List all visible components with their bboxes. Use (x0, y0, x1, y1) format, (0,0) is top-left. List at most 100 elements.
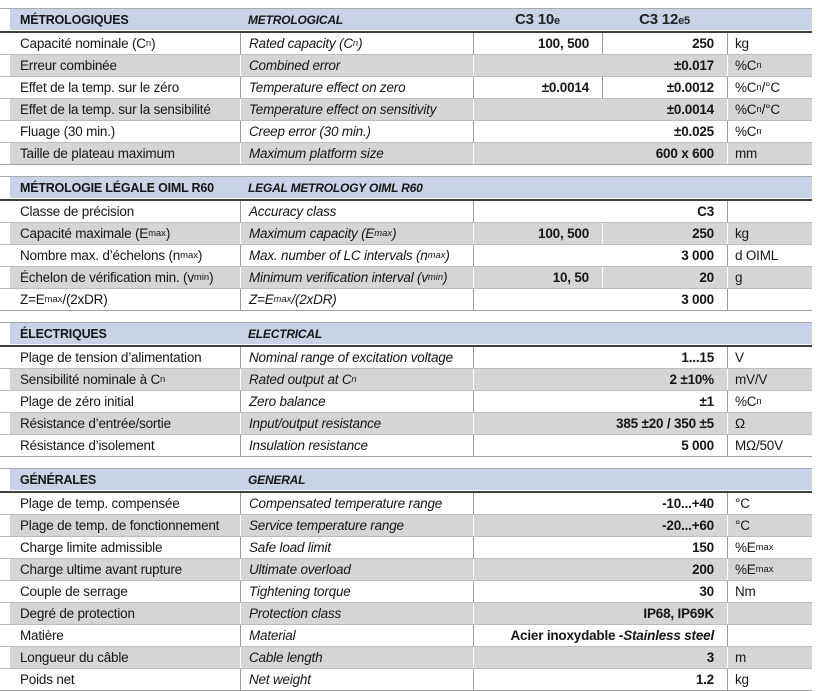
spec-label-en: Insulation resistance (240, 435, 473, 456)
spec-value-model1: 10, 50 (473, 267, 602, 288)
spec-label-fr: Charge ultime avant rupture (20, 562, 182, 577)
spec-unit (727, 289, 812, 310)
spec-label-en: Net weight (240, 669, 473, 690)
spec-label-en: Temperature effect on sensitivity (240, 99, 473, 120)
spec-label-fr: Plage de zéro initial (20, 394, 134, 409)
spec-row: Capacité maximale (E max) Maximum capacity… (0, 223, 812, 245)
spec-value-model1: 100, 500 (473, 223, 602, 244)
spec-label-en: Maximum capacity (E max) (240, 223, 473, 244)
spec-label-en: Material (240, 625, 473, 646)
spec-label-fr: Matière (20, 628, 64, 643)
spec-unit: %E max (727, 559, 812, 580)
spec-row-cells: Charge limite admissible Safe load limit 1… (10, 537, 812, 558)
spec-row-cells: Classe de précision Accuracy class C3 (10, 201, 812, 222)
spec-label-en: Accuracy class (240, 201, 473, 222)
section-title-fr: MÉTROLOGIQUES (20, 12, 129, 27)
spec-value: C3 (473, 201, 727, 222)
spec-row-cells: Résistance d’entrée/sortie Input/output r… (10, 413, 812, 434)
spec-label-en: Input/output resistance (240, 413, 473, 434)
spec-value: 600 x 600 (473, 143, 727, 164)
model-name-suffix: e (554, 15, 560, 27)
spec-row: Matière Material Acier inoxydable - Stainl… (0, 625, 812, 647)
spec-row: Effet de la temp. sur la sensibilité Temp… (0, 99, 812, 121)
section-title-fr: GÉNÉRALES (20, 472, 96, 487)
section-header: ÉLECTRIQUES ELECTRICAL (0, 322, 812, 347)
section-title-en: LEGAL METROLOGY OIML R60 (248, 180, 423, 195)
spec-unit: kg (727, 33, 812, 54)
spec-unit: °C (727, 493, 812, 514)
spec-value: 2 ±10% (473, 369, 727, 390)
section-header: MÉTROLOGIE LÉGALE OIML R60 LEGAL METROLO… (0, 176, 812, 201)
spec-row: Degré de protection Protection class IP68,… (0, 603, 812, 625)
spec-row-cells: Effet de la temp. sur la sensibilité Temp… (10, 99, 812, 120)
spec-row: Charge limite admissible Safe load limit 1… (0, 537, 812, 559)
spec-label-fr: Échelon de vérification min. (v min) (20, 270, 214, 285)
spec-label-fr: Capacité nominale (C n) (20, 36, 156, 51)
section-rows: Classe de précision Accuracy class C3 Capac… (0, 201, 812, 311)
spec-row-cells: Matière Material Acier inoxydable - Stainl… (10, 625, 812, 646)
spec-label-en: Maximum platform size (240, 143, 473, 164)
section-header-bar: MÉTROLOGIQUES METROLOGICAL C3 10e C3 12e… (10, 9, 812, 30)
spec-label-fr: Effet de la temp. sur la sensibilité (20, 102, 211, 117)
spec-label-fr: Plage de temp. compensée (20, 496, 180, 511)
section-header-bar: ÉLECTRIQUES ELECTRICAL (10, 323, 812, 344)
spec-row-cells: Plage de tension d’alimentation Nominal r… (10, 347, 812, 368)
spec-label-fr: Plage de temp. de fonctionnement (20, 518, 220, 533)
spec-row: Échelon de vérification min. (v min) Minim… (0, 267, 812, 289)
spec-row-cells: Longueur du câble Cable length 3 m (10, 647, 812, 668)
spec-value: 5 000 (473, 435, 727, 456)
spec-label-en: Safe load limit (240, 537, 473, 558)
spec-value: 150 (473, 537, 727, 558)
spec-row: Couple de serrage Tightening torque 30 Nm (0, 581, 812, 603)
spec-row: Classe de précision Accuracy class C3 (0, 201, 812, 223)
spec-label-fr: Résistance d’isolement (20, 438, 155, 453)
spec-unit: V (727, 347, 812, 368)
spec-row-cells: Plage de temp. compensée Compensated temp… (10, 493, 812, 514)
spec-unit: kg (727, 669, 812, 690)
spec-label-fr: Erreur combinée (20, 58, 117, 73)
spec-unit: %C n/°C (727, 77, 812, 98)
model-name: C3 10 (515, 11, 555, 28)
spec-value: ±0.017 (473, 55, 727, 76)
spec-label-en: Nominal range of excitation voltage (240, 347, 473, 368)
section-title-fr: MÉTROLOGIE LÉGALE OIML R60 (20, 180, 214, 195)
spec-label-en: Creep error (30 min.) (240, 121, 473, 142)
spec-row-cells: Z=E max/(2xDR) Z=E max/(2xDR) 3 000 (10, 289, 812, 310)
spec-row-cells: Couple de serrage Tightening torque 30 Nm (10, 581, 812, 602)
spec-value: 3 000 (473, 245, 727, 266)
section-title-fr: ÉLECTRIQUES (20, 326, 107, 341)
spec-label-en: Zero balance (240, 391, 473, 412)
spec-row: Poids net Net weight 1.2 kg (0, 669, 812, 691)
spec-unit: %C n/°C (727, 99, 812, 120)
spec-row: Erreur combinée Combined error ±0.017 %C n (0, 55, 812, 77)
spec-value: ±0.0014 (473, 99, 727, 120)
spec-row-cells: Charge ultime avant rupture Ultimate over… (10, 559, 812, 580)
spec-row: Plage de zéro initial Zero balance ±1 %C n (0, 391, 812, 413)
spec-value: -20...+60 (473, 515, 727, 536)
spec-value-model2: 250 (602, 33, 727, 54)
model-column-header-1: C3 10e (473, 11, 602, 28)
spec-label-en: Minimum verification interval (v min) (240, 267, 473, 288)
spec-row: Fluage (30 min.) Creep error (30 min.) ±0.… (0, 121, 812, 143)
spec-row: Nombre max. d’échelons (n max) Max. number… (0, 245, 812, 267)
spec-unit: %C n (727, 391, 812, 412)
spec-unit: mV/V (727, 369, 812, 390)
spec-row-cells: Plage de zéro initial Zero balance ±1 %C n (10, 391, 812, 412)
spec-row-cells: Résistance d’isolement Insulation resista… (10, 435, 812, 456)
spec-row-cells: Capacité nominale (C n) Rated capacity (C n… (10, 33, 812, 54)
spec-row: Taille de plateau maximum Maximum platfor… (0, 143, 812, 165)
spec-value: ±1 (473, 391, 727, 412)
spec-row: Effet de la temp. sur le zéro Temperature… (0, 77, 812, 99)
spec-label-fr: Résistance d’entrée/sortie (20, 416, 171, 431)
spec-label-fr: Taille de plateau maximum (20, 146, 175, 161)
spec-row: Z=E max/(2xDR) Z=E max/(2xDR) 3 000 (0, 289, 812, 311)
spec-value: 3 000 (473, 289, 727, 310)
spec-unit: Nm (727, 581, 812, 602)
spec-unit (727, 603, 812, 624)
model-name: C3 12 (639, 11, 679, 28)
spec-label-fr: Effet de la temp. sur le zéro (20, 80, 180, 95)
